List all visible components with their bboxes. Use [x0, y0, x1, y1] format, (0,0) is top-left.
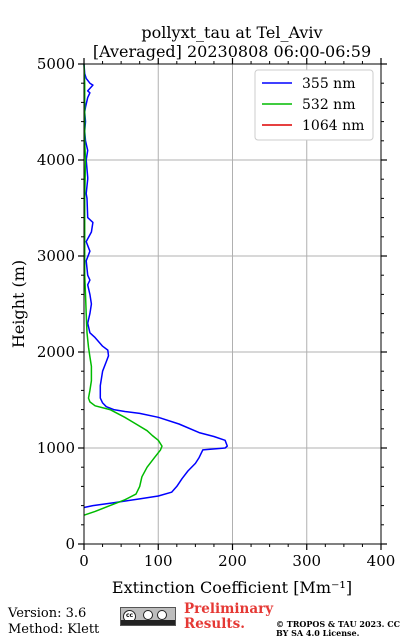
cc-icon: cc	[123, 610, 136, 623]
by-attribution-icon	[143, 610, 153, 620]
legend-label-1: 532 nm	[302, 97, 355, 113]
x-axis-label: Extinction Coefficient [Mm⁻¹]	[112, 578, 352, 597]
copyright-text: © TROPOS & TAU 2023. CC BY SA 4.0 Licens…	[276, 619, 400, 638]
y-tick-label-3: 3000	[37, 247, 75, 265]
x-axis-ticks: 0 100 200 300 400	[79, 58, 395, 570]
chart-subtitle: [Averaged] 20230808 06:00-06:59	[93, 42, 371, 61]
y-tick-label-2: 2000	[37, 343, 75, 361]
chart-canvas: pollyxt_tau at Tel_Aviv [Averaged] 20230…	[9, 23, 395, 597]
legend-label-0: 355 nm	[302, 76, 355, 92]
x-tick-label-0: 0	[79, 552, 89, 570]
legend-label-2: 1064 nm	[302, 118, 364, 134]
method-text: Method: Klett	[8, 622, 100, 637]
series-line-355-nm	[83, 63, 229, 509]
x-tick-label-1: 100	[144, 552, 173, 570]
series-line-532-nm	[83, 63, 163, 516]
chart-title: pollyxt_tau at Tel_Aviv	[141, 23, 322, 42]
y-tick-label-5: 5000	[37, 55, 75, 73]
legend: 355 nm 532 nm 1064 nm	[254, 69, 374, 141]
x-tick-label-2: 200	[218, 552, 247, 570]
preliminary-results-text: Preliminary Results.	[184, 601, 274, 632]
legend-box	[254, 69, 374, 141]
cc-license-logo: cc	[120, 607, 176, 626]
version-text: Version: 3.6	[8, 606, 87, 621]
x-tick-label-4: 400	[367, 552, 396, 570]
y-tick-label-4: 4000	[37, 151, 75, 169]
series-lines	[83, 63, 229, 516]
y-axis-label: Height (m)	[9, 260, 28, 348]
y-axis-ticks: 0 1000 2000 3000 4000 5000	[37, 55, 387, 553]
x-tick-label-3: 300	[292, 552, 321, 570]
license-strip	[121, 620, 175, 625]
y-tick-label-0: 0	[65, 535, 75, 553]
share-alike-icon	[157, 610, 167, 620]
y-tick-label-1: 1000	[37, 439, 75, 457]
